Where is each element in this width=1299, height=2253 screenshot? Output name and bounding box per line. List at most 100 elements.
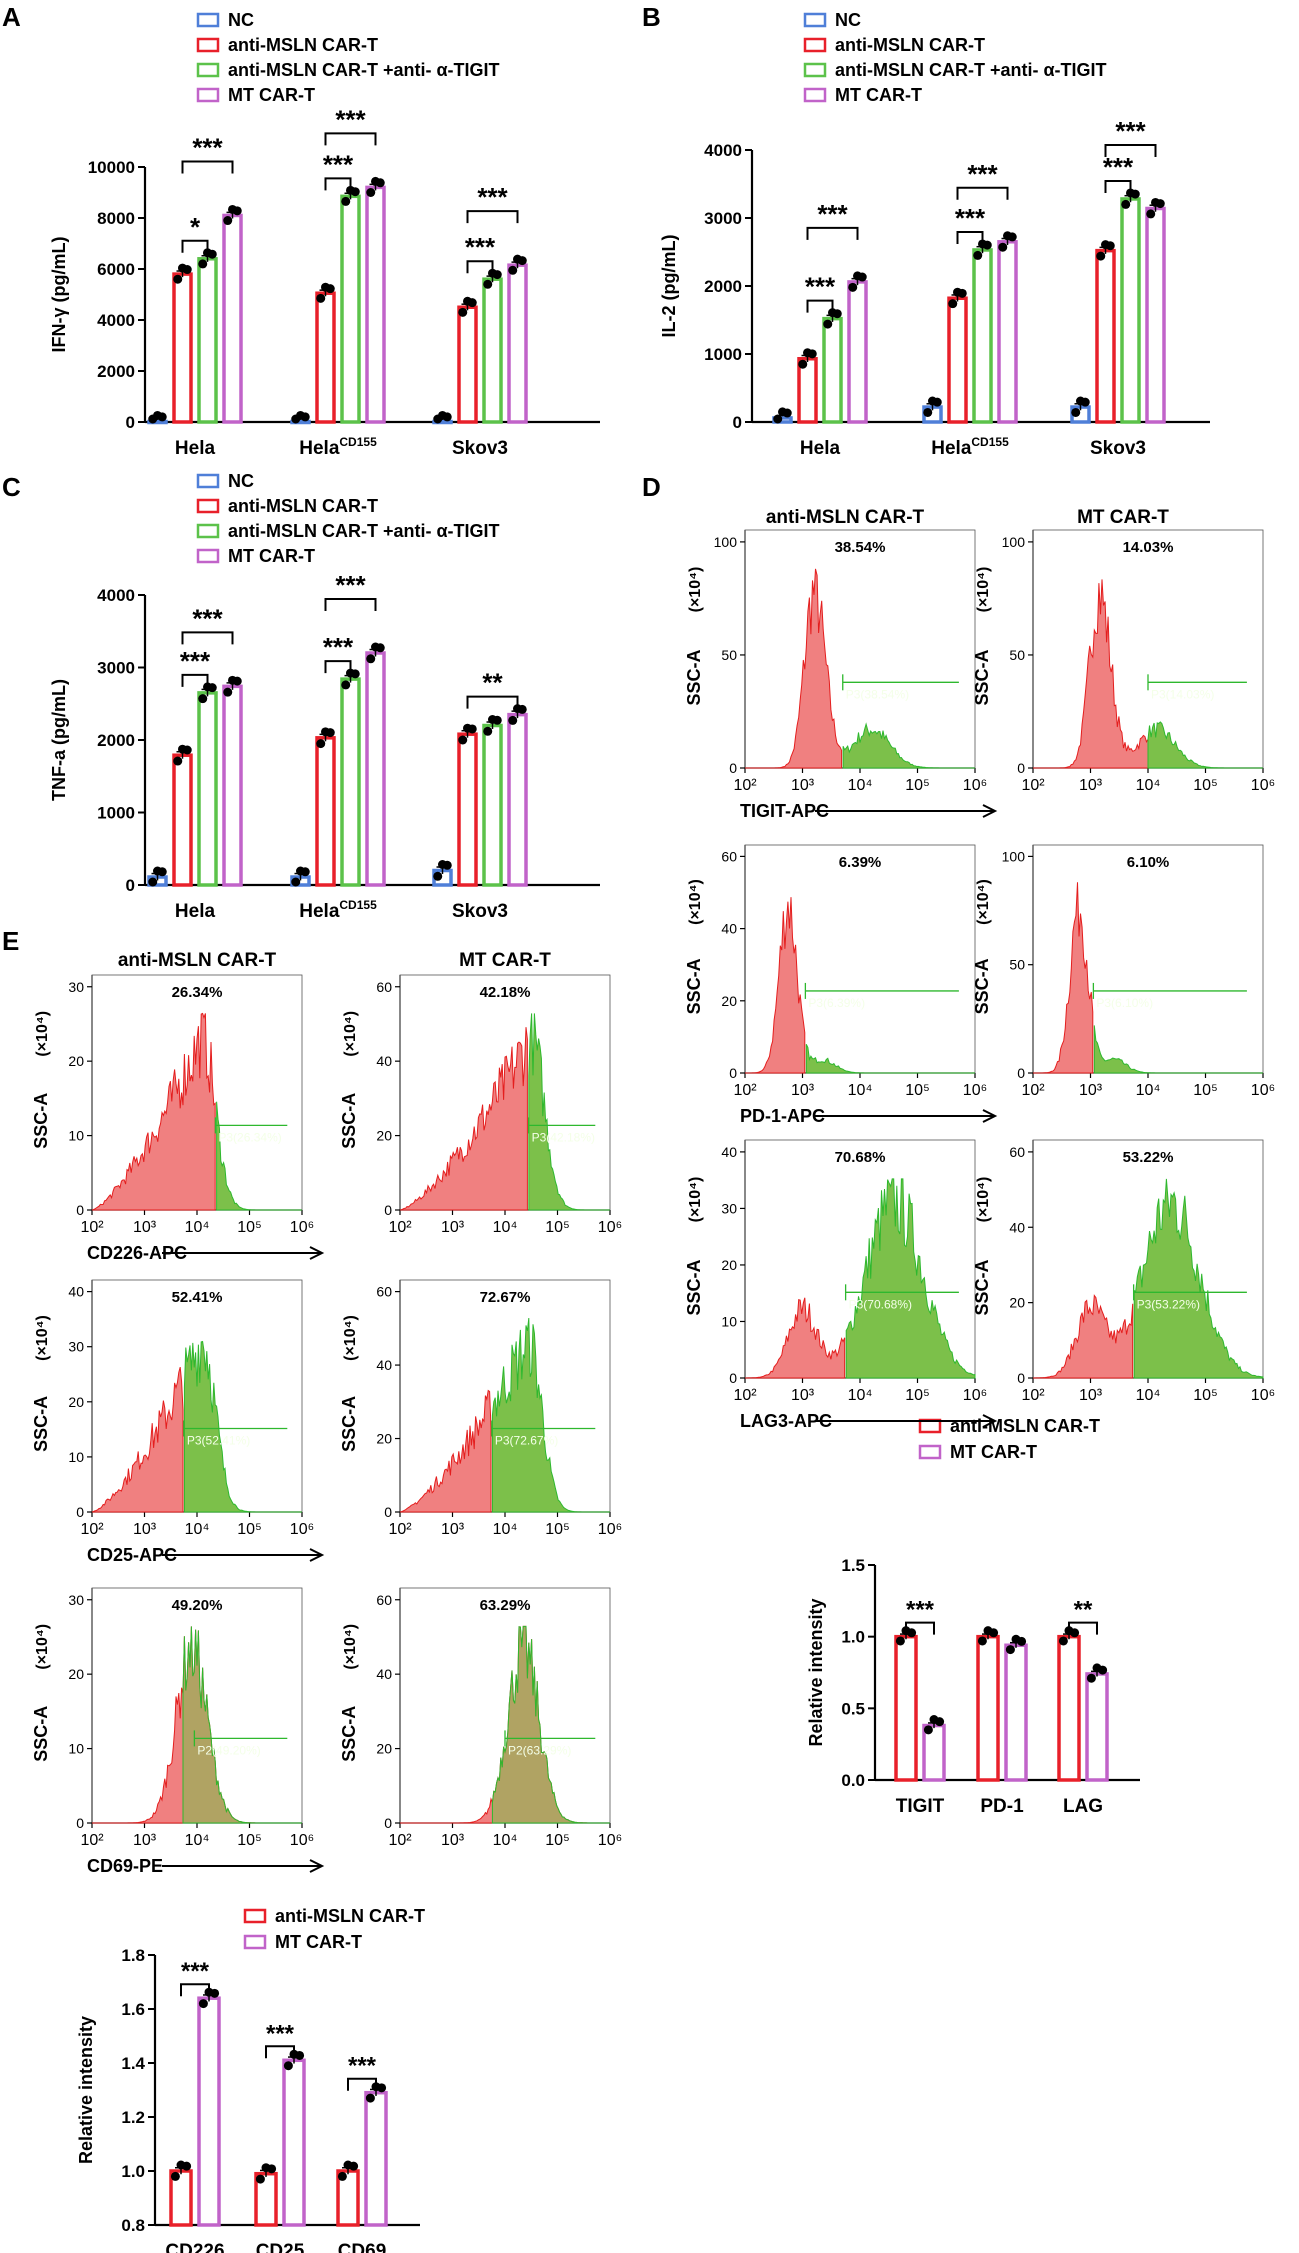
bar-mt-car-t-hela xyxy=(847,280,868,424)
histogram-positive-area xyxy=(491,1317,610,1513)
histogram-positive-area xyxy=(1093,1025,1263,1074)
hist-x-tick-label: 10³ xyxy=(441,1832,465,1849)
hist-y-tick-label: 20 xyxy=(68,1666,84,1682)
bar-anti-msln-car-t-anti-tigit-hela xyxy=(197,691,218,887)
bar-anti-msln-car-t-hela xyxy=(947,296,968,424)
hist-x-tick-label: 10⁴ xyxy=(493,1219,518,1236)
y-tick-label: 0 xyxy=(733,413,742,432)
bar-mt-car-t-hela xyxy=(365,185,386,424)
legend-label-anti-msln-car-t: anti-MSLN CAR-T xyxy=(835,35,985,55)
y-tick-label: 1.2 xyxy=(121,2108,145,2127)
data-point xyxy=(483,279,493,289)
histogram-negative-area xyxy=(1033,882,1094,1074)
bar-anti-msln-car-t-hela xyxy=(172,272,193,424)
legend-label-anti-msln-car-t: anti-MSLN CAR-T xyxy=(228,496,378,516)
hist-y-tick-label: 0 xyxy=(729,1065,737,1081)
x-category-label: Hela xyxy=(800,438,841,459)
hist-axis-arrow-head xyxy=(309,1246,325,1260)
y-tick-label: 10000 xyxy=(88,158,135,177)
significance-stars: *** xyxy=(335,104,366,134)
histogram-positive-area xyxy=(216,1101,302,1211)
data-point xyxy=(823,319,833,329)
data-point xyxy=(458,735,468,745)
hist-y-tick-label: 100 xyxy=(1002,848,1026,864)
hist-y-axis-label: SSC-A xyxy=(339,1706,359,1762)
hist-y-axis-label: SSC-A xyxy=(684,958,704,1014)
data-point xyxy=(463,723,472,733)
data-point xyxy=(173,274,183,284)
data-point xyxy=(488,715,497,724)
y-tick-label: 2000 xyxy=(97,362,135,381)
hist-y-axis-label: SSC-A xyxy=(31,1396,51,1452)
gate-percentage: 63.29% xyxy=(480,1597,531,1614)
legend-label-mt-car-t: MT CAR-T xyxy=(275,1932,362,1952)
hist-y-axis-label: SSC-A xyxy=(31,1706,51,1762)
hist-y-tick-label: 10 xyxy=(68,1449,84,1465)
bar-mt-car-t-cd226 xyxy=(197,1996,221,2227)
flow-histogram-cd25-apc-anti-msln: 0 10 20 30 40 10² 10³ 10⁴ 10⁵ 10⁶ P3(52.41%) 52.41%… xyxy=(31,1279,325,1565)
legend-swatch-nc xyxy=(803,12,827,28)
bar-anti-msln-car-t-anti-tigit-hela xyxy=(972,248,993,424)
bar-mt-car-t-pd-1 xyxy=(1004,1643,1028,1782)
significance-stars: *** xyxy=(323,632,354,662)
hist-x-tick-label: 10³ xyxy=(1079,777,1103,794)
y-tick-label: 4000 xyxy=(97,311,135,330)
data-point xyxy=(198,694,208,704)
legend-label-mt-car-t: MT CAR-T xyxy=(950,1442,1037,1462)
hist-x-tick-label: 10⁴ xyxy=(493,1521,518,1538)
hist-x-tick-label: 10⁶ xyxy=(963,1082,987,1099)
hist-y-tick-label: 50 xyxy=(721,647,737,663)
gate-percentage: 70.68% xyxy=(835,1149,886,1166)
legend-swatch-mt-car-t xyxy=(196,87,220,103)
x-category-superscript: CD155 xyxy=(971,435,1009,449)
hist-x-tick-label: 10² xyxy=(80,1832,104,1849)
hist-y-axis-unit: (×10⁴) xyxy=(687,1177,704,1223)
data-point xyxy=(316,293,326,303)
legend-swatch-anti-msln-car-t-anti-tigit xyxy=(196,523,220,539)
y-tick-label: 1.4 xyxy=(121,2054,145,2073)
significance-bracket xyxy=(180,1983,210,1997)
hist-x-tick-label: 10⁴ xyxy=(1136,777,1161,794)
data-point xyxy=(778,407,787,417)
y-tick-label: 2000 xyxy=(97,731,135,750)
gate-percentage: 49.20% xyxy=(172,1597,223,1614)
flow-histogram-lag3-apc-mt: 0 20 40 60 10² 10³ 10⁴ 10⁵ 10⁶ P3(53.22%) 53.22% SS… xyxy=(972,1139,1275,1404)
y-axis-label: IL-2 (pg/mL) xyxy=(659,235,679,338)
flow-histogram-cd226-apc-anti-msln: 0 10 20 30 10² 10³ 10⁴ 10⁵ 10⁶ P3(26.34%) 26.34% SS… xyxy=(31,974,325,1263)
data-point xyxy=(296,866,305,876)
significance-bracket xyxy=(956,230,984,244)
gate-percentage: 14.03% xyxy=(1123,539,1174,556)
data-point xyxy=(773,414,783,424)
y-tick-label: 2000 xyxy=(704,277,742,296)
histogram-negative-area xyxy=(745,1297,846,1379)
hist-y-axis-unit: (×10⁴) xyxy=(342,1011,359,1057)
hist-x-tick-label: 10⁶ xyxy=(290,1219,314,1236)
significance-bracket xyxy=(956,186,1009,200)
hist-y-axis-unit: (×10⁴) xyxy=(975,567,992,613)
hist-x-tick-label: 10⁵ xyxy=(545,1219,569,1236)
hist-y-tick-label: 0 xyxy=(729,1370,737,1386)
gate-percentage: 6.39% xyxy=(839,854,882,871)
panel-e-col-title-anti-msln: anti-MSLN CAR-T xyxy=(118,950,277,971)
legend-label-mt-car-t: MT CAR-T xyxy=(228,85,315,105)
hist-y-tick-label: 0 xyxy=(384,1202,392,1218)
hist-y-axis-label: SSC-A xyxy=(339,1396,359,1452)
hist-x-tick-label: 10⁶ xyxy=(1251,1082,1275,1099)
hist-x-tick-label: 10⁵ xyxy=(1193,1082,1217,1099)
bar-anti-msln-car-t-anti-tigit-skov3 xyxy=(482,723,503,887)
significance-bracket xyxy=(806,299,834,313)
data-point xyxy=(321,727,330,737)
significance-stars: *** xyxy=(477,182,508,212)
hist-x-tick-label: 10⁵ xyxy=(905,1082,929,1099)
bar-mt-car-t-lag xyxy=(1085,1672,1109,1782)
data-point xyxy=(255,2174,265,2184)
gate-percentage: 52.41% xyxy=(172,1289,223,1306)
hist-y-tick-label: 10 xyxy=(68,1128,84,1144)
hist-y-tick-label: 40 xyxy=(68,1284,84,1300)
hist-y-axis-label: SSC-A xyxy=(972,1260,992,1316)
hist-x-tick-label: 10⁵ xyxy=(237,1219,261,1236)
data-point xyxy=(929,1715,939,1725)
hist-y-tick-label: 20 xyxy=(376,1741,392,1757)
gate-label: P3(42.18%) xyxy=(532,1130,595,1144)
hist-y-tick-label: 30 xyxy=(68,1592,84,1608)
